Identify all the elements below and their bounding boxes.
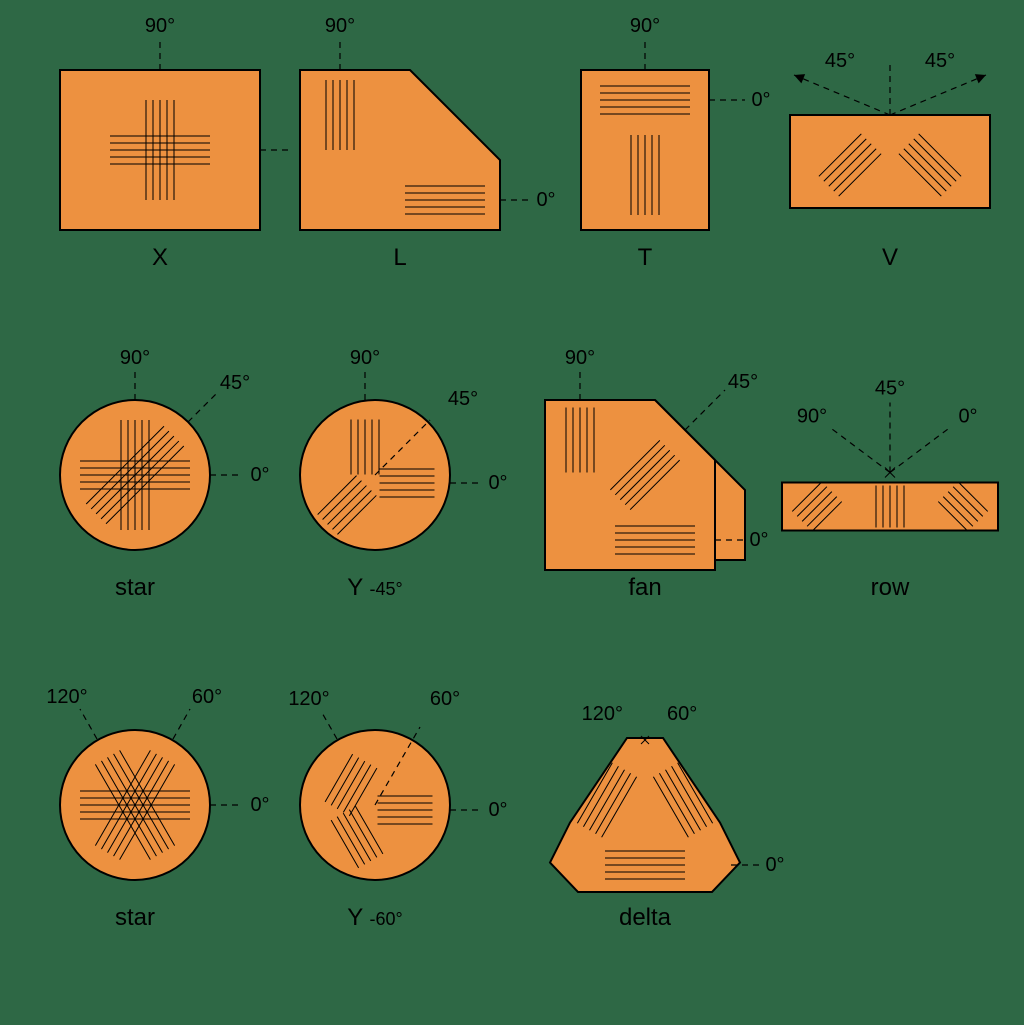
svg-text:L: L — [393, 244, 406, 271]
svg-text:90°: 90° — [145, 15, 175, 37]
svg-text:60°: 60° — [667, 703, 697, 725]
svg-text:0°: 0° — [250, 464, 269, 486]
svg-text:120°: 120° — [46, 686, 87, 708]
svg-text:45°: 45° — [875, 378, 905, 400]
svg-text:T: T — [638, 244, 653, 271]
label-Y60: Y -60° — [347, 904, 402, 931]
label-Y45: Y -45° — [347, 574, 402, 601]
svg-text:60°: 60° — [430, 688, 460, 710]
svg-text:0°: 0° — [488, 472, 507, 494]
svg-text:90°: 90° — [350, 347, 380, 369]
svg-text:fan: fan — [628, 574, 661, 601]
svg-text:star: star — [115, 574, 155, 601]
svg-text:row: row — [871, 574, 910, 601]
svg-text:45°: 45° — [448, 388, 478, 410]
svg-text:X: X — [152, 244, 168, 271]
svg-text:0°: 0° — [751, 89, 770, 111]
svg-text:0°: 0° — [749, 529, 768, 551]
svg-text:0°: 0° — [488, 799, 507, 821]
svg-text:delta: delta — [619, 904, 672, 931]
svg-text:90°: 90° — [325, 15, 355, 37]
svg-text:45°: 45° — [825, 50, 855, 72]
svg-text:90°: 90° — [630, 15, 660, 37]
svg-text:45°: 45° — [925, 50, 955, 72]
svg-text:120°: 120° — [582, 703, 623, 725]
svg-text:V: V — [882, 244, 898, 271]
svg-text:120°: 120° — [288, 688, 329, 710]
svg-text:45°: 45° — [220, 372, 250, 394]
svg-text:90°: 90° — [120, 347, 150, 369]
svg-text:0°: 0° — [765, 854, 784, 876]
svg-text:45°: 45° — [728, 371, 758, 393]
svg-text:0°: 0° — [958, 406, 977, 428]
svg-text:0°: 0° — [250, 794, 269, 816]
svg-text:90°: 90° — [565, 347, 595, 369]
svg-text:90°: 90° — [797, 406, 827, 428]
svg-text:star: star — [115, 904, 155, 931]
svg-text:0°: 0° — [536, 189, 555, 211]
svg-text:60°: 60° — [192, 686, 222, 708]
